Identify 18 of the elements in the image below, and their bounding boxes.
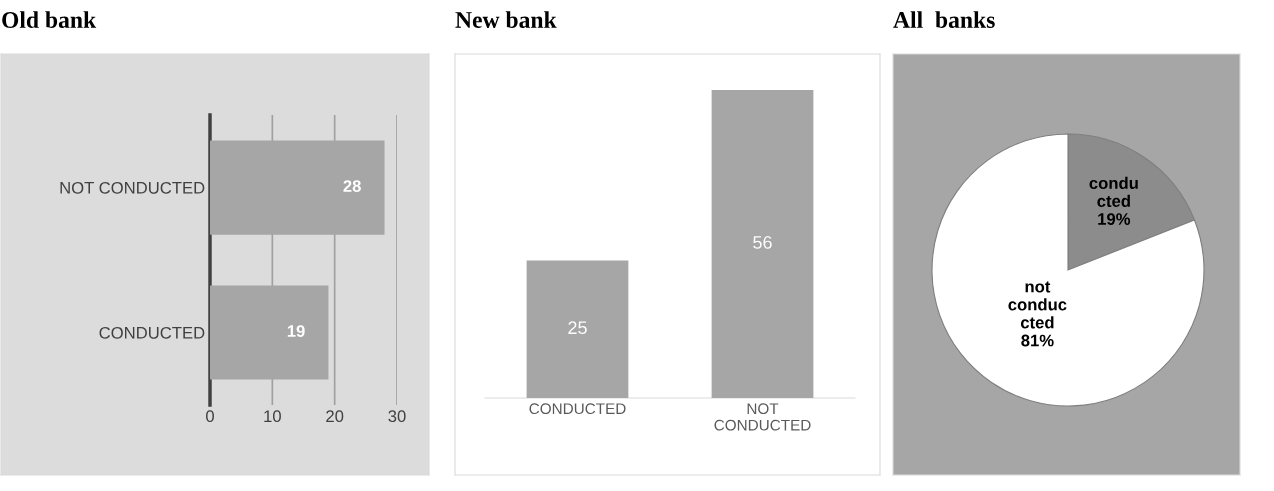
chart-title: Old bank [2,11,97,28]
chart-title: All banks [893,11,995,28]
data-label: 81% [1021,334,1054,347]
chart-title: New bank [455,11,557,28]
data-label: 28 [343,180,361,192]
x-tick-label: CONDUCTED [529,403,626,415]
slice-label: condu cted [1089,176,1138,207]
x-tick-label: 30 [388,410,406,423]
data-label: 19% [1098,213,1131,225]
data-label: 19 [287,325,305,337]
slice-label: not conduc cted [1008,281,1067,329]
x-tick-label: 0 [206,410,214,423]
data-label: 25 [568,321,587,335]
x-tick-label: 10 [264,410,281,423]
x-tick-label: NOT CONDUCTED [714,403,811,431]
x-tick-label: 20 [326,410,344,423]
data-label: 56 [753,236,772,249]
pie-slice [931,133,1205,407]
